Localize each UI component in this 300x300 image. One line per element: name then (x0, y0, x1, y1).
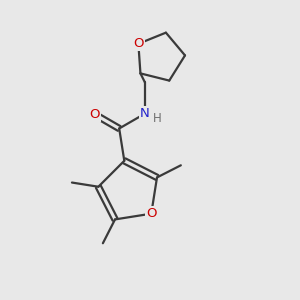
Text: O: O (146, 207, 157, 220)
Text: H: H (153, 112, 162, 125)
Text: N: N (140, 107, 150, 120)
Text: O: O (133, 37, 144, 50)
Text: O: O (89, 108, 100, 121)
